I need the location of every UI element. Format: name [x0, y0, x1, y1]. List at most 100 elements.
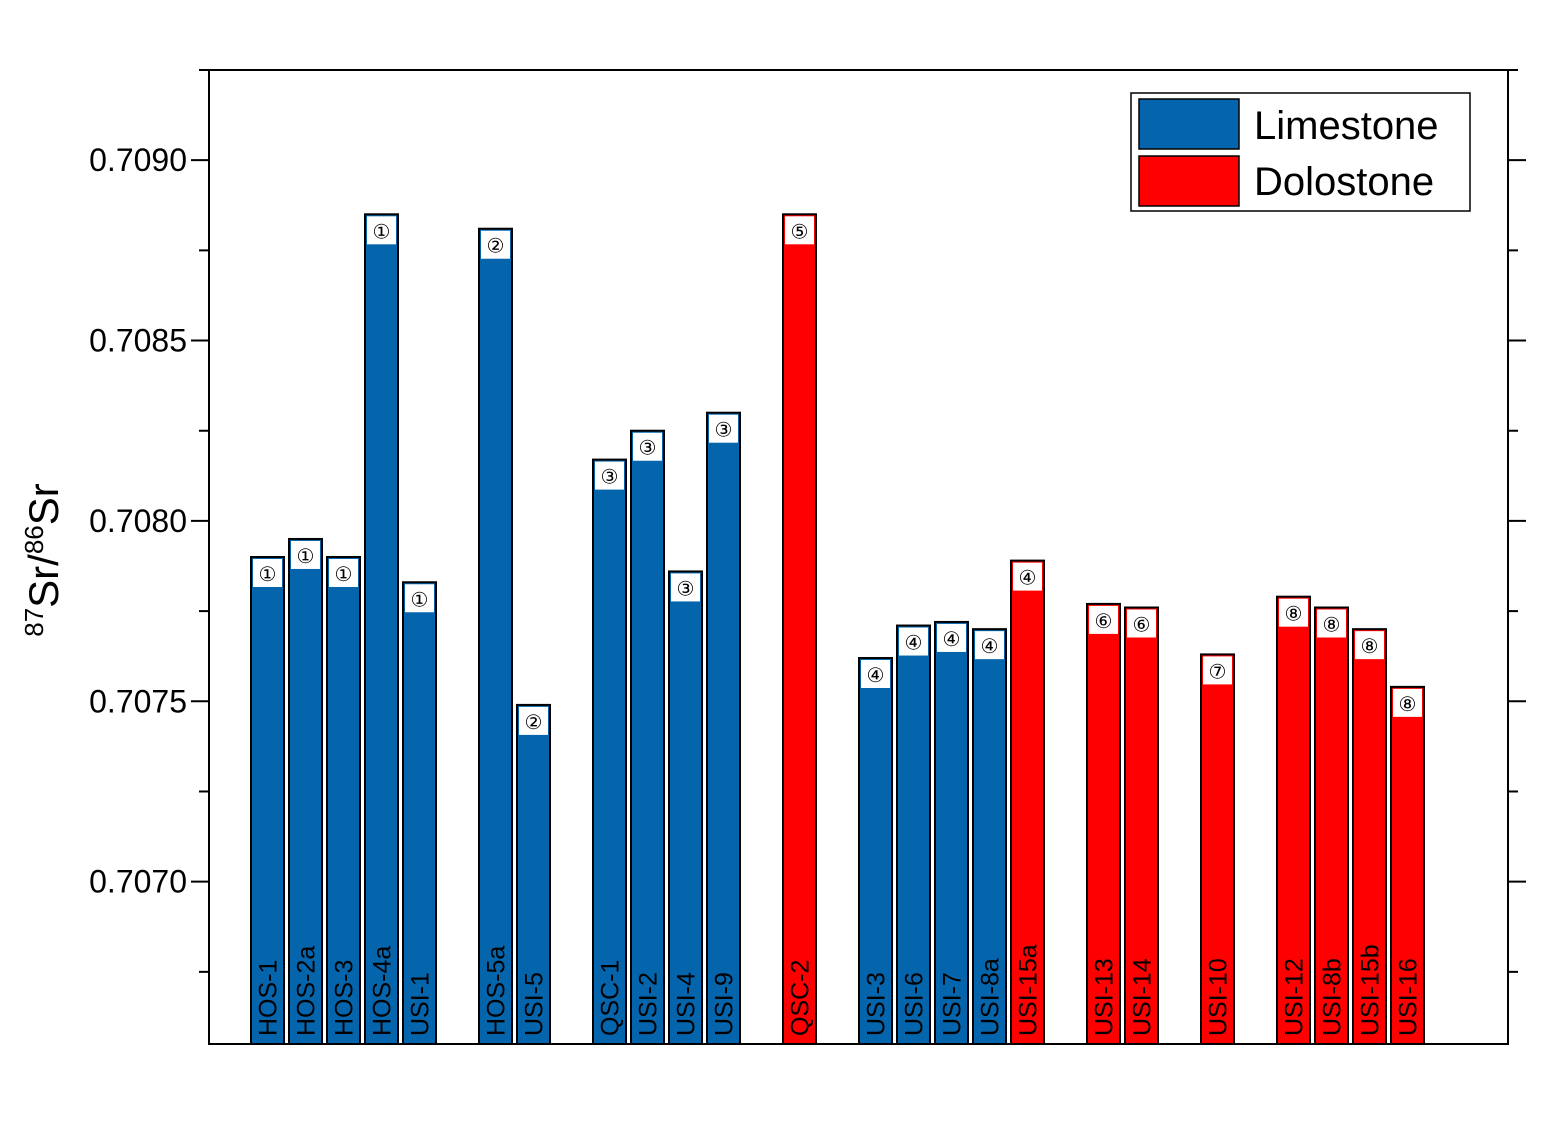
bar-group: ④ USI-15a — [1010, 559, 1045, 1045]
y-axis-label-element-1: Sr — [20, 566, 67, 608]
bar-group-marker: ③ — [677, 576, 695, 600]
bar-group-marker: ① — [259, 562, 277, 586]
bar-label: USI-9 — [711, 972, 739, 1036]
bar-group-marker: ⑧ — [1399, 692, 1417, 716]
bar-group: ① HOS-3 — [326, 556, 361, 1045]
bar — [706, 411, 741, 1046]
bar-label: USI-16 — [1395, 958, 1423, 1036]
bar-group-marker-box — [899, 627, 928, 656]
bar-group-marker-box — [633, 432, 662, 461]
y-tick-label: 0.7075 — [89, 683, 187, 719]
bar-group-marker: ④ — [867, 663, 885, 687]
bar-group: ① HOS-2a — [288, 537, 323, 1045]
bar-group: ② HOS-5a — [478, 227, 513, 1045]
bar-group-marker-box — [1013, 562, 1042, 591]
bar-group-marker-box — [785, 216, 814, 245]
bar — [1124, 606, 1159, 1046]
y-axis-label-element-2: Sr — [20, 483, 67, 525]
bars-layer: ①HOS-1①HOS-2a①HOS-3①HOS-4a①USI-1②HOS-5a②… — [250, 213, 1425, 1046]
bar-label: USI-13 — [1091, 958, 1119, 1036]
bar-label: USI-1 — [407, 972, 435, 1036]
legend: Limestone Dolostone — [1130, 92, 1471, 212]
bar-group-marker: ② — [525, 710, 543, 734]
bar-group: ⑤ QSC-2 — [782, 213, 817, 1045]
bar-group-marker-box — [595, 461, 624, 490]
bar-group-marker-box — [1203, 656, 1232, 685]
bar-group-marker: ⑥ — [1095, 609, 1113, 633]
bar — [478, 227, 513, 1045]
bar-label: USI-15a — [1015, 944, 1043, 1036]
tick-marks — [191, 69, 1526, 973]
bar — [1276, 595, 1311, 1045]
bar — [1086, 602, 1121, 1045]
bar-group: ⑧ USI-16 — [1390, 685, 1425, 1045]
bar-group: ⑧ USI-12 — [1276, 595, 1311, 1045]
bar-group-marker: ⑧ — [1323, 613, 1341, 637]
bar-group-marker-box — [671, 573, 700, 602]
bar-group-marker-box — [861, 660, 890, 689]
bar-label: HOS-3 — [331, 960, 359, 1036]
bar-group: ① USI-1 — [402, 581, 437, 1045]
legend-label-limestone: Limestone — [1254, 104, 1439, 148]
bar — [592, 458, 627, 1046]
bar-group: ⑧ USI-15b — [1352, 628, 1387, 1045]
bar-group-marker: ⑧ — [1361, 634, 1379, 658]
bar-group: ① HOS-1 — [250, 556, 285, 1045]
bar-label: USI-5 — [521, 972, 549, 1036]
bar-label: USI-7 — [939, 972, 967, 1036]
bar-group-marker-box — [291, 540, 320, 569]
bar-label: USI-8a — [977, 958, 1005, 1036]
bar-group-marker-box — [1279, 598, 1308, 627]
bar-group: ② USI-5 — [516, 703, 551, 1045]
bar-label: USI-12 — [1281, 958, 1309, 1036]
bar-group: ③ USI-4 — [668, 570, 703, 1045]
bar-group: ③ USI-2 — [630, 429, 665, 1046]
bar-label: HOS-2a — [293, 946, 321, 1036]
bar-label: USI-15b — [1357, 944, 1385, 1036]
bar-group-marker: ④ — [943, 627, 961, 651]
plot-frame — [208, 69, 1509, 1045]
bar-label: QSC-1 — [597, 960, 625, 1036]
bar-group-marker: ④ — [905, 631, 923, 655]
bar-group: ⑥ USI-13 — [1086, 602, 1121, 1045]
bar-group-marker-box — [975, 631, 1004, 660]
y-tick-labels: 0.7070 0.7075 0.7080 0.7085 0.7090 — [89, 142, 187, 899]
y-tick-label: 0.7085 — [89, 323, 187, 359]
y-axis-label: 87Sr/86Sr — [19, 483, 67, 637]
bar-group-marker: ② — [487, 234, 505, 258]
bar — [364, 213, 399, 1045]
bar-label: USI-3 — [863, 972, 891, 1036]
bar-group-marker: ① — [297, 544, 315, 568]
legend-label-dolostone: Dolostone — [1254, 160, 1434, 204]
bar-label: HOS-4a — [369, 946, 397, 1036]
bar — [668, 570, 703, 1045]
bar-group-marker-box — [1317, 609, 1346, 638]
bar-label: HOS-1 — [255, 960, 283, 1036]
bar-group-marker-box — [405, 584, 434, 613]
y-tick-label: 0.7090 — [89, 142, 187, 178]
bar-label: USI-6 — [901, 972, 929, 1036]
legend-swatch-dolostone — [1138, 155, 1240, 207]
bar-group-marker-box — [709, 414, 738, 443]
bar-group-marker-box — [367, 216, 396, 245]
bar-group-marker: ⑤ — [791, 219, 809, 243]
bar-label: QSC-2 — [787, 960, 815, 1036]
bar-group: ④ USI-7 — [934, 620, 969, 1046]
bar-label: USI-2 — [635, 972, 663, 1036]
bar-group-marker-box — [937, 623, 966, 652]
bar-label: USI-10 — [1205, 958, 1233, 1036]
legend-swatch-limestone — [1138, 98, 1240, 150]
bar-group-marker: ③ — [639, 436, 657, 460]
bar-group-marker: ③ — [715, 418, 733, 442]
bar-group: ③ USI-9 — [706, 411, 741, 1046]
bar-group-marker-box — [481, 230, 510, 259]
bar — [972, 628, 1007, 1045]
bar-group-marker: ① — [411, 587, 429, 611]
bar-group: ① HOS-4a — [364, 213, 399, 1045]
bar — [516, 703, 551, 1045]
bar-group: ③ QSC-1 — [592, 458, 627, 1046]
bar-group: ⑥ USI-14 — [1124, 606, 1159, 1046]
bar-group-marker: ⑦ — [1209, 659, 1227, 683]
bar-group-marker: ① — [373, 219, 391, 243]
